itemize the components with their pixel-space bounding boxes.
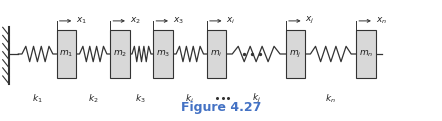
Text: $m_{3}$: $m_{3}$ — [156, 49, 170, 59]
Text: $x_{2}$: $x_{2}$ — [130, 16, 141, 26]
Text: Figure 4.27: Figure 4.27 — [181, 101, 261, 114]
Text: $m_{1}$: $m_{1}$ — [59, 49, 73, 59]
Text: $k_{1}$: $k_{1}$ — [32, 92, 43, 105]
Text: $x_{1}$: $x_{1}$ — [76, 16, 87, 26]
Text: $m_{i}$: $m_{i}$ — [210, 49, 223, 59]
Text: $k_{2}$: $k_{2}$ — [88, 92, 99, 105]
Text: $k_{n}$: $k_{n}$ — [324, 92, 335, 105]
Bar — [110, 30, 130, 78]
Bar — [356, 30, 376, 78]
Bar — [153, 30, 173, 78]
Bar — [57, 30, 76, 78]
Bar — [207, 30, 226, 78]
Bar — [286, 30, 305, 78]
Text: $k_{i}$: $k_{i}$ — [185, 92, 194, 105]
Text: $x_{n}$: $x_{n}$ — [376, 16, 387, 26]
Text: $m_{j}$: $m_{j}$ — [290, 48, 302, 60]
Text: $m_{n}$: $m_{n}$ — [359, 49, 373, 59]
Text: $x_{3}$: $x_{3}$ — [173, 16, 184, 26]
Text: $k_{3}$: $k_{3}$ — [135, 92, 146, 105]
Text: $m_{2}$: $m_{2}$ — [113, 49, 127, 59]
Text: $x_{i}$: $x_{i}$ — [226, 16, 236, 26]
Text: $x_{j}$: $x_{j}$ — [305, 15, 315, 26]
Text: $k_{j}$: $k_{j}$ — [251, 92, 261, 105]
